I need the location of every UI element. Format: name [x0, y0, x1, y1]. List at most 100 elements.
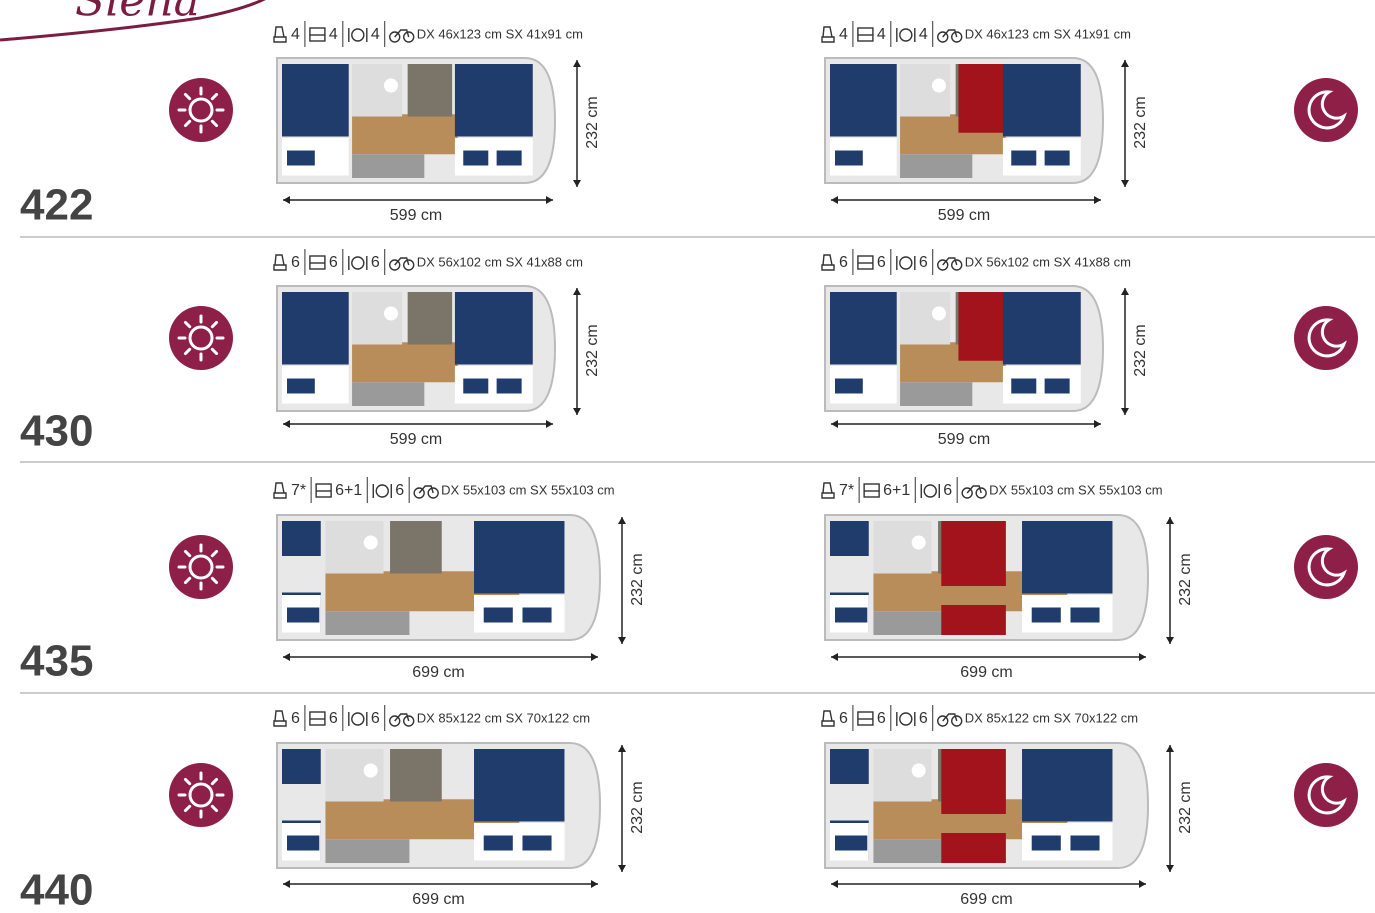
sun-ray: [210, 777, 219, 786]
rear-bed: [282, 521, 321, 556]
wardrobe: [407, 292, 453, 345]
icon-seat: [821, 254, 835, 271]
wheel: [403, 259, 415, 271]
toilet: [931, 306, 946, 321]
icon-seat: [821, 26, 835, 43]
cushion: [1011, 150, 1037, 166]
rear-bed: [282, 749, 321, 784]
plate-icon: [351, 712, 365, 726]
frame: [394, 257, 410, 266]
floor-plan: [276, 285, 557, 412]
cushion: [835, 150, 863, 166]
bunk-bed: [941, 749, 1006, 814]
plate-icon: [899, 256, 913, 270]
length-label: 699 cm: [412, 891, 464, 908]
spec-beds: 6: [877, 254, 886, 271]
icon-bed: [309, 255, 326, 270]
frame: [942, 29, 958, 38]
cushion: [287, 378, 315, 394]
moon-shape: [1307, 90, 1347, 130]
floor-plan: [276, 514, 602, 641]
seat-icon: [273, 482, 287, 499]
front-bed: [1022, 749, 1113, 822]
icon-seat: [821, 710, 835, 727]
spec-dining: 6: [919, 254, 928, 271]
plate-icon: [351, 256, 365, 270]
logo: Siena: [75, 0, 200, 27]
icon-bed: [315, 483, 332, 498]
cushion: [835, 607, 868, 623]
icon-seat: [273, 710, 287, 727]
bunk-bed: [941, 833, 1006, 863]
sun-ray: [210, 320, 219, 329]
spec-beds: 6: [329, 710, 338, 727]
kitchen: [900, 154, 973, 178]
spec-bike-garage: DX 46x123 cm SX 41x91 cm: [417, 26, 583, 41]
model-number: 435: [20, 637, 93, 686]
wheel: [951, 31, 963, 43]
icon-bike: [937, 29, 963, 43]
kitchen: [325, 611, 410, 635]
spec-bike-garage: DX 55x103 cm SX 55x103 cm: [441, 482, 614, 497]
moon-shape: [1307, 775, 1347, 815]
spec-seats: 6: [291, 254, 300, 271]
width-label: 232 cm: [1177, 781, 1194, 833]
wheel: [389, 715, 401, 727]
icon-seat: [273, 254, 287, 271]
floor-plan: [276, 742, 602, 869]
frame: [394, 713, 410, 722]
bunk-bed: [941, 605, 1006, 635]
night-icon: [1294, 763, 1358, 827]
toilet: [911, 535, 926, 550]
icon-dining: [348, 712, 368, 726]
spec-dining: 6: [371, 254, 380, 271]
seat-icon: [273, 26, 287, 43]
cushion: [483, 607, 513, 623]
icon-seat: [821, 482, 835, 499]
spec-dining: 6: [919, 710, 928, 727]
rear-bed: [282, 292, 349, 365]
cushion: [496, 150, 522, 166]
floor-plan: [824, 57, 1105, 184]
cushion: [522, 835, 552, 851]
cushion: [463, 378, 489, 394]
icon-bike: [389, 257, 415, 271]
spec-bike-garage: DX 85x122 cm SX 70x122 cm: [965, 710, 1138, 725]
sun-core: [188, 97, 214, 123]
spec-bike-garage: DX 56x102 cm SX 41x88 cm: [965, 254, 1131, 269]
length-label: 699 cm: [960, 664, 1012, 681]
spec-beds: 4: [329, 26, 338, 43]
icon-dining: [920, 484, 940, 498]
sun-ray: [183, 320, 192, 329]
sun-ray: [183, 119, 192, 128]
night-icon: [1294, 535, 1358, 599]
sun-ray: [183, 92, 192, 101]
length-label: 599 cm: [938, 431, 990, 448]
sun-ray: [210, 119, 219, 128]
spec-dining: 4: [919, 26, 928, 43]
wheel: [961, 487, 973, 499]
floor: [352, 114, 458, 155]
kitchen: [352, 154, 425, 178]
frame: [418, 485, 434, 494]
front-bed: [1022, 521, 1113, 594]
spec-beds: 6: [329, 254, 338, 271]
seat-icon: [821, 254, 835, 271]
kitchen: [873, 611, 958, 635]
cushion: [463, 150, 489, 166]
cushion: [522, 607, 552, 623]
length-label: 699 cm: [960, 891, 1012, 908]
sun-ray: [183, 347, 192, 356]
spec-dining: 6: [371, 710, 380, 727]
spec-dining: 6: [395, 482, 404, 499]
sun-core: [188, 325, 214, 351]
toilet: [911, 763, 926, 778]
icon-bike: [937, 713, 963, 727]
wheel: [403, 715, 415, 727]
cushion: [287, 150, 315, 166]
plate-icon: [923, 484, 937, 498]
seat-icon: [273, 254, 287, 271]
sun-ray: [183, 804, 192, 813]
icon-bed: [863, 483, 880, 498]
